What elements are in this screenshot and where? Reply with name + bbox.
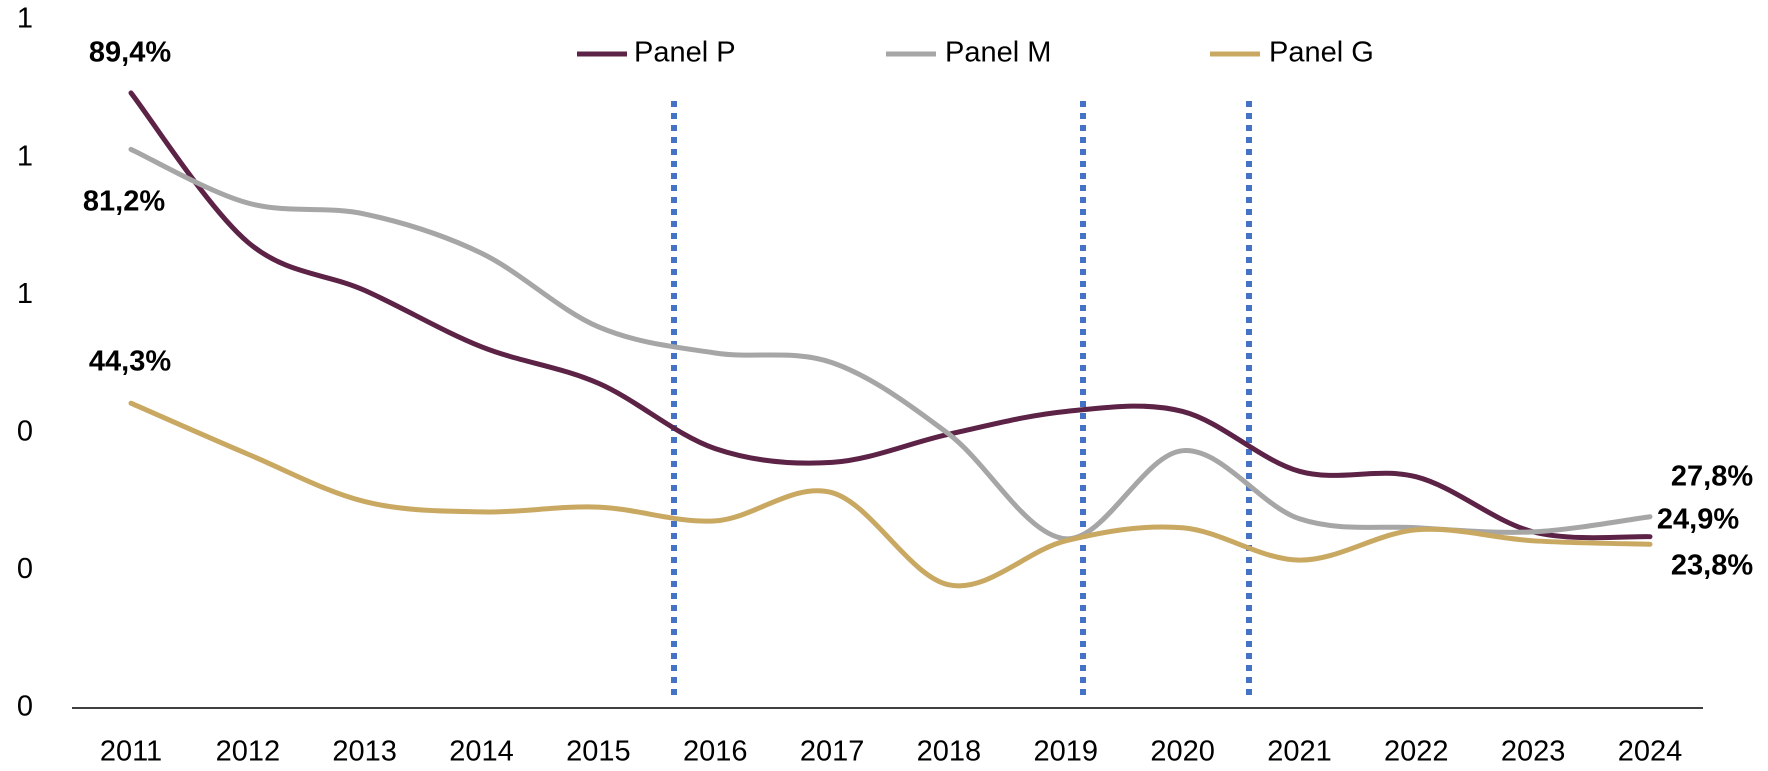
x-tick-label: 2014 — [449, 736, 514, 768]
series-line — [128, 90, 1653, 541]
y-tick-label: 0 — [17, 553, 33, 585]
x-tick-label: 2015 — [566, 736, 631, 768]
y-tick-label: 0 — [17, 415, 33, 447]
y-tick-label: 1 — [17, 140, 33, 172]
x-tick-label: 2019 — [1034, 736, 1099, 768]
legend-label: Panel P — [634, 37, 736, 69]
x-tick-label: 2021 — [1267, 736, 1332, 768]
y-tick-label: 1 — [17, 3, 33, 35]
y-tick-label: 0 — [17, 691, 33, 723]
x-tick-label: 2017 — [800, 736, 865, 768]
x-tick-label: 2018 — [917, 736, 982, 768]
y-tick-label: 1 — [17, 278, 33, 310]
legend-label: Panel G — [1269, 37, 1374, 69]
data-label: 23,8% — [1671, 550, 1753, 582]
data-label: 27,8% — [1671, 461, 1753, 493]
x-tick-label: 2016 — [683, 736, 748, 768]
data-label: 81,2% — [83, 186, 165, 218]
data-label: 44,3% — [89, 346, 171, 378]
data-label: 24,9% — [1657, 504, 1739, 536]
period-markers — [671, 101, 1252, 700]
x-tick-label: 2013 — [332, 736, 397, 768]
x-tick-label: 2020 — [1150, 736, 1215, 768]
x-tick-label: 2024 — [1618, 736, 1683, 768]
x-tick-label: 2022 — [1384, 736, 1449, 768]
x-tick-label: 2011 — [100, 736, 162, 768]
series-line — [128, 400, 1653, 589]
data-label: 89,4% — [89, 37, 171, 69]
x-tick-label: 2023 — [1501, 736, 1566, 768]
legend-label: Panel M — [945, 37, 1051, 69]
x-tick-label: 2012 — [216, 736, 281, 768]
series-line — [128, 146, 1653, 542]
